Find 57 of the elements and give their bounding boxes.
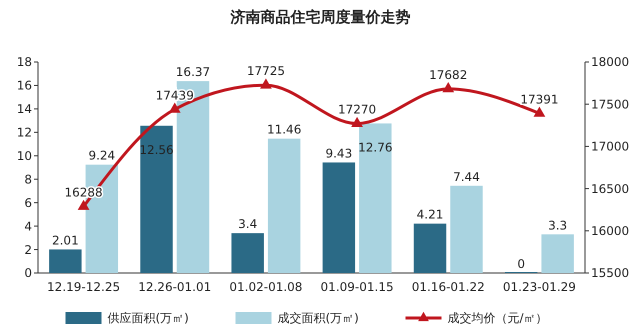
- y2-tick-label: 16500: [591, 182, 630, 196]
- bar: [268, 138, 300, 273]
- y-tick-label: 0: [24, 266, 32, 280]
- y2-tick-label: 17500: [591, 97, 630, 112]
- point: [78, 200, 90, 210]
- x-tick-label: 12.26-01.01: [138, 280, 212, 294]
- y2-tick-label: 16000: [591, 224, 630, 238]
- data-label: 9.24: [88, 148, 116, 163]
- point: [260, 78, 272, 89]
- data-label: 4.21: [416, 208, 444, 222]
- y-tick-label: 18: [16, 55, 32, 70]
- y-tick-label: 10: [16, 148, 32, 163]
- x-tick-label: 01.02-01.08: [229, 280, 302, 294]
- point: [351, 116, 363, 128]
- y-tick-label: 14: [16, 102, 32, 116]
- x-tick-label: 01.16-01.22: [412, 280, 485, 294]
- point: [168, 102, 181, 113]
- y2-tick-label: 17000: [591, 140, 630, 154]
- data-label: 3.3: [548, 218, 568, 232]
- y2-tick-label: 18000: [591, 55, 630, 70]
- x-tick-label: 01.23-01.29: [502, 280, 576, 294]
- data-label: 11.46: [266, 122, 302, 137]
- data-label: 0: [517, 257, 526, 271]
- data-label: 16.37: [176, 65, 210, 80]
- data-label: 17391: [520, 92, 559, 106]
- y-tick-label: 8: [24, 172, 32, 186]
- data-label: 2.01: [52, 233, 79, 248]
- legend-label: 供应面积(万㎡): [108, 311, 189, 326]
- point: [534, 106, 546, 117]
- bar: [541, 234, 574, 273]
- y-tick-label: 4: [24, 219, 32, 234]
- data-label: 17270: [338, 102, 376, 117]
- point: [442, 82, 454, 92]
- data-label: 17439: [156, 88, 194, 102]
- chart-title: 济南商品住宅周度量价走势: [230, 8, 410, 26]
- y-tick-label: 6: [24, 196, 32, 210]
- data-label: 17725: [246, 64, 286, 78]
- legend-label: 成交均价（元/㎡）: [448, 311, 548, 326]
- data-label: 9.43: [325, 146, 352, 160]
- data-label: 3.4: [238, 217, 258, 232]
- y2-tick-label: 15500: [591, 266, 630, 280]
- data-label: 7.44: [453, 170, 480, 184]
- bar: [322, 162, 356, 273]
- y-tick-label: 16: [16, 78, 32, 93]
- bar: [140, 126, 173, 273]
- y-tick-label: 12: [16, 126, 32, 140]
- x-tick-label: 12.19-12.25: [47, 280, 120, 294]
- x-tick-label: 01.09-01.15: [320, 280, 394, 294]
- bar: [49, 249, 82, 273]
- legend-label: 成交面积(万㎡): [278, 311, 359, 326]
- y-tick-label: 2: [24, 242, 32, 257]
- bar: [231, 233, 264, 273]
- bar: [414, 224, 446, 273]
- data-label: 17682: [429, 68, 468, 82]
- bar: [359, 123, 392, 273]
- data-label: 12.76: [358, 140, 392, 154]
- bar: [450, 186, 483, 273]
